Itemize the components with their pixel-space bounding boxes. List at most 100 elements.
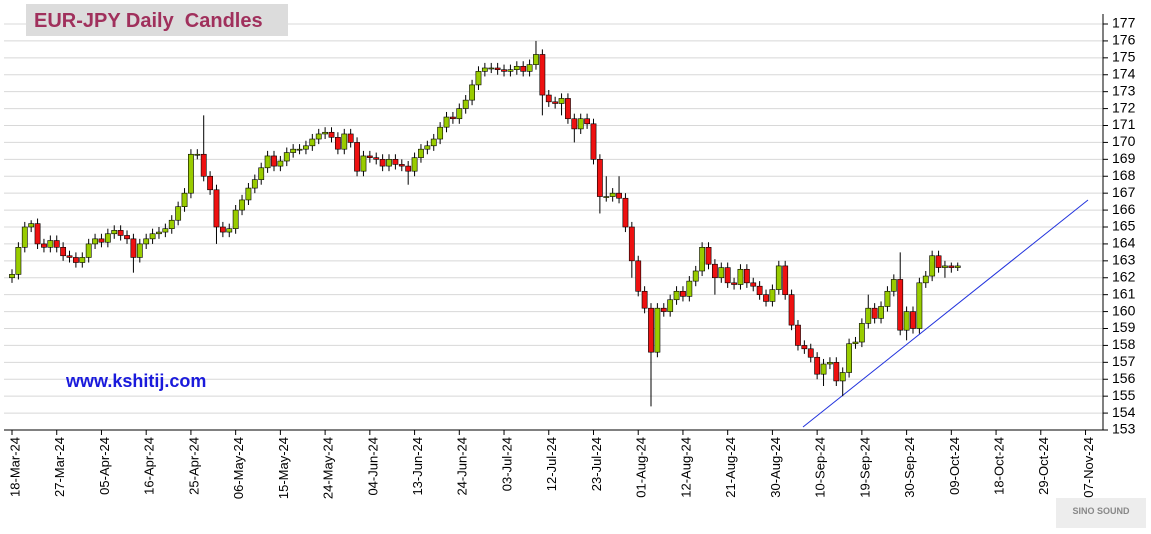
x-tick-label: 30-Aug-24 xyxy=(768,437,783,498)
candle-body xyxy=(922,275,929,284)
x-tick-label: 27-Mar-24 xyxy=(52,437,67,497)
candle-body xyxy=(628,226,635,262)
x-tick-label: 19-Sep-24 xyxy=(857,437,872,498)
x-tick-label: 03-Jul-24 xyxy=(499,437,514,491)
candle-body xyxy=(935,255,942,268)
x-tick-label: 04-Jun-24 xyxy=(365,437,380,496)
candle-body xyxy=(743,268,750,284)
candle-body xyxy=(871,307,878,319)
candle-body xyxy=(731,282,737,285)
candle-body xyxy=(15,247,22,275)
candle-body xyxy=(954,265,961,268)
candle-body xyxy=(156,231,162,235)
x-tick-label: 15-May-24 xyxy=(276,437,291,499)
candle-body xyxy=(168,219,175,229)
candle-body xyxy=(616,192,622,199)
candle-body xyxy=(334,137,341,150)
candle-body xyxy=(897,279,904,331)
candle-body xyxy=(481,67,488,72)
y-tick-label: 158 xyxy=(1112,336,1136,352)
candle-body xyxy=(558,98,565,104)
candle-body xyxy=(635,260,642,292)
candle-body xyxy=(622,197,629,228)
y-tick-label: 165 xyxy=(1112,218,1136,234)
candle-body xyxy=(136,243,143,258)
candle-body xyxy=(609,192,616,197)
candles xyxy=(9,40,961,407)
candle-body xyxy=(41,243,47,248)
y-tick-label: 164 xyxy=(1112,235,1136,251)
candle-body xyxy=(92,238,98,245)
candle-body xyxy=(520,65,527,72)
y-tick-label: 172 xyxy=(1112,99,1136,115)
candle-body xyxy=(303,145,309,150)
x-tick-label: 09-Oct-24 xyxy=(947,437,962,495)
candle-body xyxy=(833,362,840,382)
candle-body xyxy=(673,290,680,301)
candle-body xyxy=(884,290,891,307)
candle-body xyxy=(750,282,757,287)
y-tick-label: 153 xyxy=(1112,421,1136,437)
candle-body xyxy=(475,71,482,86)
y-tick-label: 155 xyxy=(1112,387,1136,403)
candle-body xyxy=(309,138,316,147)
candle-body xyxy=(111,230,118,235)
candle-body xyxy=(584,118,590,125)
candle-body xyxy=(910,311,916,329)
candle-body xyxy=(239,199,245,211)
candle-body xyxy=(801,345,808,350)
candle-body xyxy=(418,148,424,158)
candle-body xyxy=(858,323,865,343)
candle-body xyxy=(852,341,859,345)
y-tick-label: 175 xyxy=(1112,49,1136,65)
y-tick-label: 167 xyxy=(1112,184,1136,200)
x-tick-label: 21-Aug-24 xyxy=(723,437,738,498)
candle-body xyxy=(814,356,821,375)
candle-body xyxy=(226,228,233,233)
candle-body xyxy=(827,362,833,365)
candle-body xyxy=(200,153,207,177)
candle-body xyxy=(501,69,507,72)
y-tick-label: 162 xyxy=(1112,268,1136,284)
candle-body xyxy=(539,54,546,96)
candle-body xyxy=(66,255,73,258)
candle-body xyxy=(654,307,661,353)
candle-body xyxy=(271,155,277,167)
candle-body xyxy=(53,240,60,248)
candle-body xyxy=(162,228,169,233)
candle-body xyxy=(283,152,290,162)
candle-body xyxy=(846,343,852,373)
candle-body xyxy=(667,299,674,312)
candle-body xyxy=(79,257,86,263)
candle-body xyxy=(315,133,322,140)
watermark-box xyxy=(1056,498,1146,528)
candle-body xyxy=(188,153,194,194)
candle-body xyxy=(366,155,373,158)
candle-body xyxy=(28,223,35,228)
candle-body xyxy=(795,324,801,346)
y-tick-label: 168 xyxy=(1112,167,1136,183)
candle-body xyxy=(878,306,884,319)
y-tick-label: 163 xyxy=(1112,252,1136,268)
y-tick-label: 154 xyxy=(1112,404,1136,420)
candle-body xyxy=(763,294,769,302)
candle-body xyxy=(411,157,418,172)
candle-body xyxy=(21,226,28,248)
candle-body xyxy=(258,167,265,180)
x-tick-label: 24-Jun-24 xyxy=(455,437,470,496)
x-tick-label: 25-Apr-24 xyxy=(186,437,201,495)
candle-body xyxy=(104,233,111,243)
candle-body xyxy=(724,267,731,284)
candle-body xyxy=(545,94,552,103)
x-tick-label: 13-Jun-24 xyxy=(410,437,425,496)
candle-body xyxy=(73,257,79,263)
candle-body xyxy=(398,164,405,167)
candle-body xyxy=(450,116,456,120)
y-tick-label: 161 xyxy=(1112,285,1136,301)
candle-body xyxy=(494,67,501,70)
candle-body xyxy=(392,159,399,165)
grid xyxy=(4,23,1103,431)
x-tick-label: 29-Oct-24 xyxy=(1036,437,1051,495)
candle-body xyxy=(890,279,897,292)
